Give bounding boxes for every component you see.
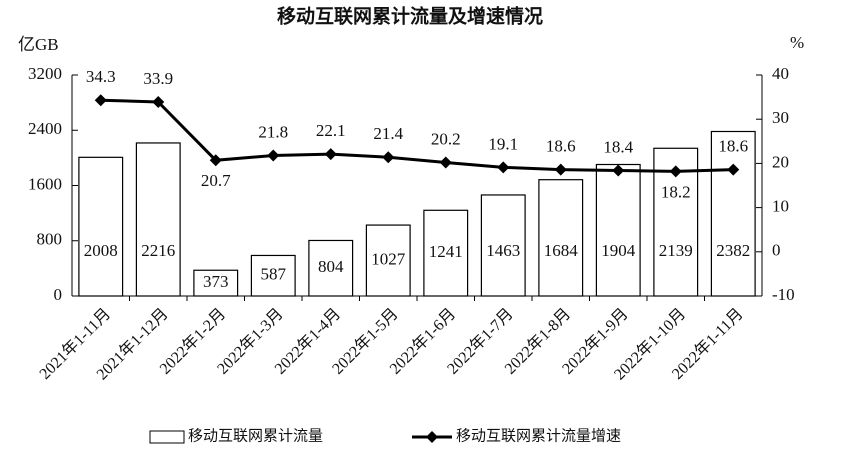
line-marker	[152, 95, 165, 108]
line-marker	[612, 164, 625, 177]
legend-marker	[426, 431, 438, 443]
y-tick-label: 800	[37, 230, 63, 249]
line-marker	[94, 94, 107, 107]
bar	[78, 156, 124, 297]
line-value-label: 18.4	[603, 137, 633, 156]
line-value-label: 22.1	[316, 121, 346, 140]
legend-label: 移动互联网累计流量增速	[456, 427, 621, 444]
y2-tick-label: -10	[772, 285, 795, 304]
legend-label: 移动互联网累计流量	[188, 427, 323, 444]
bar	[308, 239, 354, 297]
y2-tick-label: 0	[772, 241, 781, 260]
line-value-label: 21.8	[258, 122, 288, 141]
y2-tick-label: 30	[772, 108, 789, 127]
bar-value-label: 2216	[141, 241, 175, 260]
y2-tick-label: 10	[772, 197, 789, 216]
line-value-label: 18.2	[661, 182, 691, 201]
bar-value-label: 1241	[429, 242, 463, 261]
line-marker	[324, 148, 337, 161]
y-tick-label: 3200	[28, 64, 62, 83]
y2-tick-label: 40	[772, 64, 789, 83]
bar-value-label: 1904	[601, 241, 636, 260]
y-tick-label: 2400	[28, 119, 62, 138]
chart-title: 移动互联网累计流量及增速情况	[277, 4, 543, 27]
bar-value-label: 2139	[659, 241, 693, 260]
line	[100, 98, 734, 173]
y-tick-label: 0	[54, 285, 63, 304]
bar-value-label: 1463	[486, 241, 520, 260]
line-value-label: 21.4	[373, 124, 403, 143]
bar	[423, 209, 469, 297]
line-marker	[727, 163, 740, 176]
line-value-label: 18.6	[546, 136, 576, 155]
bar-value-label: 1684	[544, 241, 579, 260]
line-value-label: 33.9	[143, 69, 173, 88]
line-marker	[439, 156, 452, 169]
bar-value-label: 373	[203, 272, 229, 291]
bar	[595, 163, 641, 297]
bar-value-label: 1027	[371, 249, 406, 268]
bar	[480, 194, 526, 297]
y2-axis-label: %	[790, 33, 804, 52]
line-marker	[209, 154, 222, 167]
bar	[135, 142, 181, 297]
line-value-label: 19.1	[488, 134, 518, 153]
line-value-label: 20.2	[431, 129, 461, 148]
line-marker	[497, 161, 510, 174]
line-value-label: 34.3	[86, 67, 116, 86]
line-marker	[669, 165, 682, 178]
y-axis-label: 亿GB	[18, 35, 59, 54]
y2-tick-label: 20	[772, 152, 789, 171]
bar	[193, 269, 239, 297]
line-value-label: 20.7	[201, 171, 231, 190]
line-value-label: 18.6	[718, 136, 748, 155]
bar-value-label: 2382	[716, 241, 750, 260]
line-marker	[382, 151, 395, 164]
bar-value-label: 587	[261, 265, 287, 284]
line-marker	[554, 163, 567, 176]
bar	[710, 130, 756, 297]
bar	[250, 254, 296, 297]
legend-swatch	[149, 430, 185, 444]
line-marker	[267, 149, 280, 162]
bar-value-label: 804	[318, 257, 344, 276]
bar	[538, 179, 584, 297]
y-tick-label: 1600	[28, 174, 62, 193]
bar	[365, 224, 411, 297]
bar-value-label: 2008	[84, 241, 118, 260]
